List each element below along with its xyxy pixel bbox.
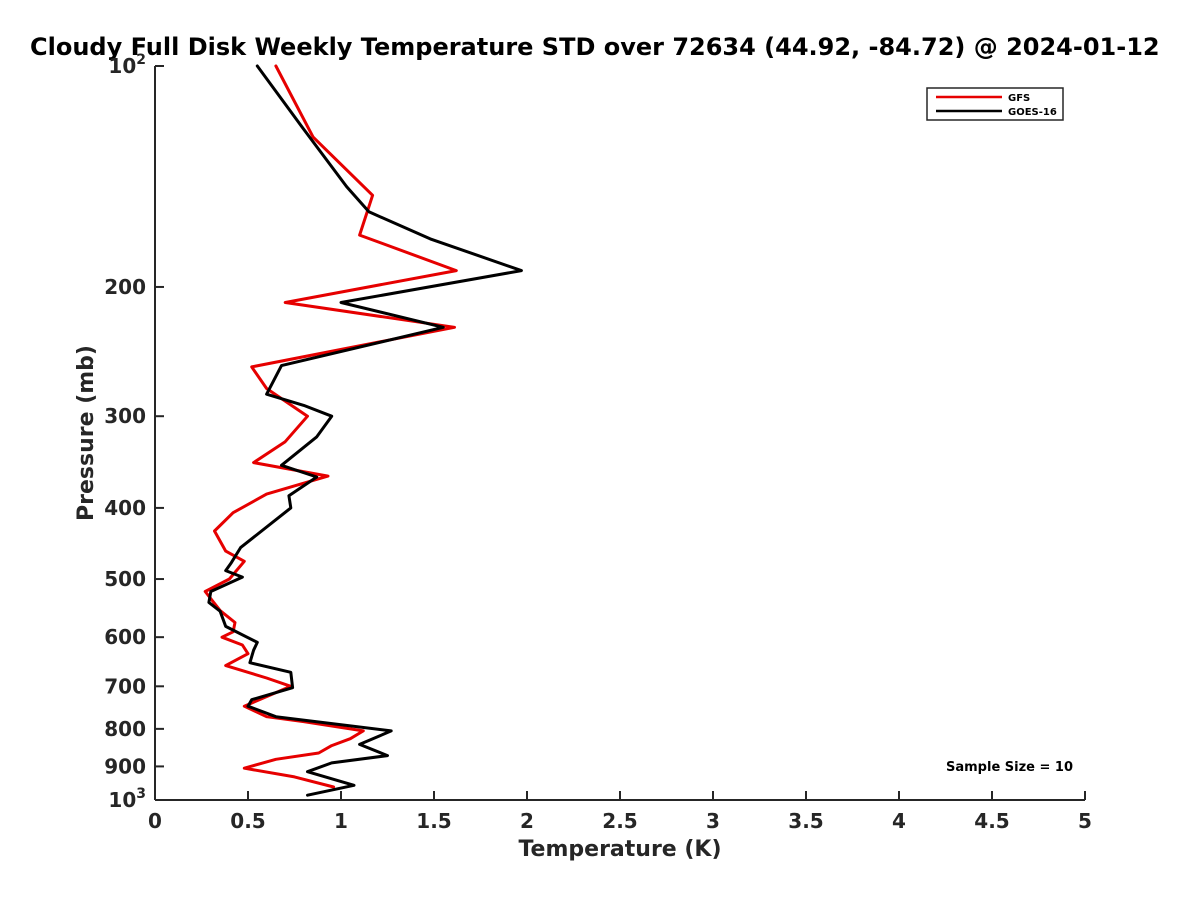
x-tick-label-1-5: 1.5 <box>416 809 451 833</box>
plot-background <box>155 66 1085 800</box>
x-tick-label-2: 2 <box>520 809 534 833</box>
y-tick-label-600: 600 <box>104 625 146 649</box>
y-tick-label-800: 800 <box>104 717 146 741</box>
plot-area <box>154 66 1085 801</box>
legend-box <box>926 87 1064 121</box>
chart-title: Cloudy Full Disk Weekly Temperature STD … <box>30 33 1160 61</box>
x-tick-label-2-5: 2.5 <box>602 809 637 833</box>
x-tick-label-1: 1 <box>334 809 348 833</box>
legend-label-goes16: GOES-16 <box>1008 107 1057 118</box>
y-tick-label-200: 200 <box>104 275 146 299</box>
x-tick-label-0: 0 <box>148 809 162 833</box>
y-axis-label: Pressure (mb) <box>74 345 99 521</box>
x-tick-label-4: 4 <box>892 809 906 833</box>
y-tick-label-300: 300 <box>104 404 146 428</box>
y-tick-label-700: 700 <box>104 674 146 698</box>
sample-size-annotation: Sample Size = 10 <box>946 760 1073 775</box>
series-layer <box>203 64 523 797</box>
x-axis-label: Temperature (K) <box>518 837 721 862</box>
x-tick-label-5: 5 <box>1078 809 1092 833</box>
series-line-goes-16 <box>207 64 523 797</box>
y-axis-ticks: 102 200 300 400 500 600 700 800 900 103 <box>104 52 164 812</box>
y-tick-label-400: 400 <box>104 496 146 520</box>
legend: GFS GOES-16 <box>926 87 1064 121</box>
x-tick-label-3: 3 <box>706 809 720 833</box>
x-tick-label-3-5: 3.5 <box>788 809 823 833</box>
x-tick-label-0-5: 0.5 <box>230 809 265 833</box>
y-tick-label-500: 500 <box>104 567 146 591</box>
legend-label-gfs: GFS <box>1008 93 1030 104</box>
series-line-gfs <box>203 64 458 789</box>
y-tick-label-100: 102 <box>108 52 146 78</box>
x-axis-ticks: 0 0.5 1 1.5 2 2.5 3 3.5 4 4.5 5 <box>148 791 1092 833</box>
x-tick-label-4-5: 4.5 <box>974 809 1009 833</box>
y-tick-label-900: 900 <box>104 754 146 778</box>
y-tick-label-1000: 103 <box>108 786 146 812</box>
